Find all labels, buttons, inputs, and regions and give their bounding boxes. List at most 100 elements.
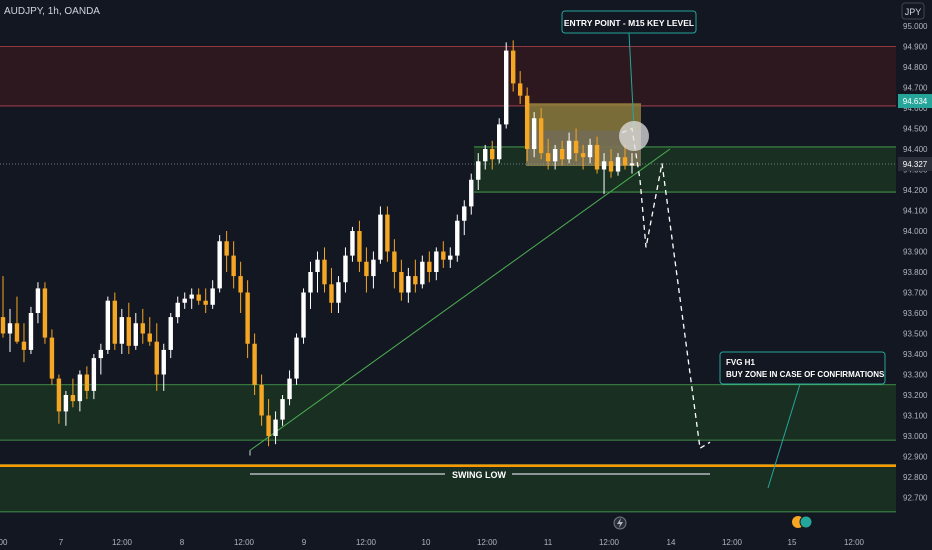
candle bbox=[531, 112, 537, 158]
candle-body bbox=[392, 251, 397, 272]
time-tick-label: 12:00 bbox=[112, 538, 133, 547]
candle-body bbox=[476, 161, 481, 180]
entry-point-callout[interactable]: ENTRY POINT - M15 KEY LEVEL bbox=[561, 10, 697, 129]
event-icons[interactable] bbox=[792, 515, 813, 529]
candle-body bbox=[168, 317, 173, 350]
time-tick-label: 12:00 bbox=[844, 538, 865, 547]
price-tick-label: 93.900 bbox=[903, 248, 928, 257]
candle-body bbox=[427, 261, 432, 272]
swing-low-label: SWING LOW bbox=[452, 470, 506, 480]
candle-body bbox=[63, 395, 69, 412]
fvg-title: FVG H1 bbox=[726, 358, 755, 367]
time-tick-label: 10 bbox=[422, 538, 431, 547]
candle bbox=[77, 370, 83, 412]
candle bbox=[70, 378, 76, 408]
price-tick-label: 94.800 bbox=[903, 63, 928, 72]
candle bbox=[210, 280, 215, 309]
candle bbox=[462, 200, 467, 236]
time-tick-label: 12:00 bbox=[356, 538, 377, 547]
candle-body bbox=[385, 214, 390, 252]
candle bbox=[622, 144, 628, 170]
price-tag-last-bg bbox=[898, 156, 932, 171]
candle bbox=[308, 261, 313, 309]
candle bbox=[231, 241, 236, 289]
price-tick-label: 93.500 bbox=[903, 330, 928, 339]
candle bbox=[301, 288, 306, 344]
candle bbox=[399, 259, 404, 301]
candle bbox=[587, 138, 593, 164]
candle-body bbox=[622, 157, 628, 166]
price-tick-label: 93.600 bbox=[903, 309, 928, 318]
candle-body bbox=[343, 255, 348, 283]
candle bbox=[434, 247, 439, 281]
time-tick-label: 9 bbox=[302, 538, 307, 547]
candle bbox=[140, 308, 145, 344]
candle-body bbox=[504, 50, 509, 125]
price-tick-label: 93.400 bbox=[903, 350, 928, 359]
candle bbox=[329, 267, 334, 313]
price-tick-label: 94.500 bbox=[903, 125, 928, 134]
candle bbox=[322, 247, 327, 293]
candle bbox=[455, 214, 460, 262]
candle bbox=[343, 247, 348, 293]
candle bbox=[203, 288, 208, 313]
currency-button[interactable]: JPY bbox=[901, 2, 925, 20]
candle-body bbox=[322, 259, 327, 285]
candle-body bbox=[357, 231, 362, 262]
lightning-icon[interactable] bbox=[613, 516, 627, 530]
candle bbox=[280, 395, 285, 426]
candle bbox=[147, 317, 152, 346]
candle-body bbox=[329, 284, 334, 303]
candle-body bbox=[98, 349, 104, 359]
candle-body bbox=[538, 118, 544, 154]
currency-label: JPY bbox=[905, 7, 922, 17]
candle bbox=[175, 296, 180, 324]
price-tick-label: 93.300 bbox=[903, 371, 928, 380]
zone-green bbox=[0, 384, 896, 441]
candle bbox=[0, 276, 6, 338]
candle-body bbox=[14, 323, 20, 342]
candle-body bbox=[126, 317, 131, 346]
candle-body bbox=[615, 157, 621, 172]
candle bbox=[63, 390, 69, 426]
candle-body bbox=[238, 276, 243, 293]
candle bbox=[413, 259, 418, 293]
candle bbox=[182, 292, 187, 309]
candle bbox=[545, 138, 551, 170]
price-tag-top: 94.634 bbox=[903, 97, 928, 106]
candle-body bbox=[469, 179, 474, 207]
price-axis[interactable]: 95.000 94.900 94.800 94.700 94.600 94.500 94.4… bbox=[896, 0, 932, 550]
price-tick-label: 93.000 bbox=[903, 432, 928, 441]
candle bbox=[112, 292, 118, 350]
time-axis[interactable]: 00 7 12:00 8 12:00 9 12:00 10 12:00 11 12:00 14 12:0… bbox=[0, 538, 865, 547]
candle-body bbox=[573, 140, 579, 154]
time-tick-label: 8 bbox=[180, 538, 185, 547]
price-tag-top-bg bbox=[898, 94, 932, 109]
candle-body bbox=[203, 300, 208, 305]
candle-body bbox=[140, 323, 145, 334]
candle-body bbox=[413, 276, 418, 285]
symbol-title: AUDJPY, 1h, OANDA bbox=[4, 6, 100, 17]
candle bbox=[580, 144, 586, 170]
candle-body bbox=[559, 149, 565, 160]
fvg-callout[interactable]: FVG H1 BUY ZONE IN CASE OF CONFIRMATIONS bbox=[719, 351, 886, 489]
candle-body bbox=[35, 288, 41, 313]
candle bbox=[154, 323, 159, 391]
candle-body bbox=[608, 161, 614, 172]
candle bbox=[601, 153, 607, 195]
candle bbox=[629, 153, 635, 174]
candle bbox=[615, 153, 621, 176]
entry-marker-circle bbox=[619, 121, 649, 151]
candle bbox=[517, 71, 523, 104]
price-tick-label: 92.900 bbox=[903, 453, 928, 462]
candle-body bbox=[280, 399, 285, 420]
candle bbox=[476, 153, 481, 190]
candle-body bbox=[336, 282, 341, 303]
price-tick-label: 94.100 bbox=[903, 207, 928, 216]
candle bbox=[469, 173, 474, 215]
candle bbox=[573, 128, 579, 162]
candle-body bbox=[545, 153, 551, 162]
candle bbox=[497, 118, 502, 164]
candle bbox=[483, 144, 488, 170]
